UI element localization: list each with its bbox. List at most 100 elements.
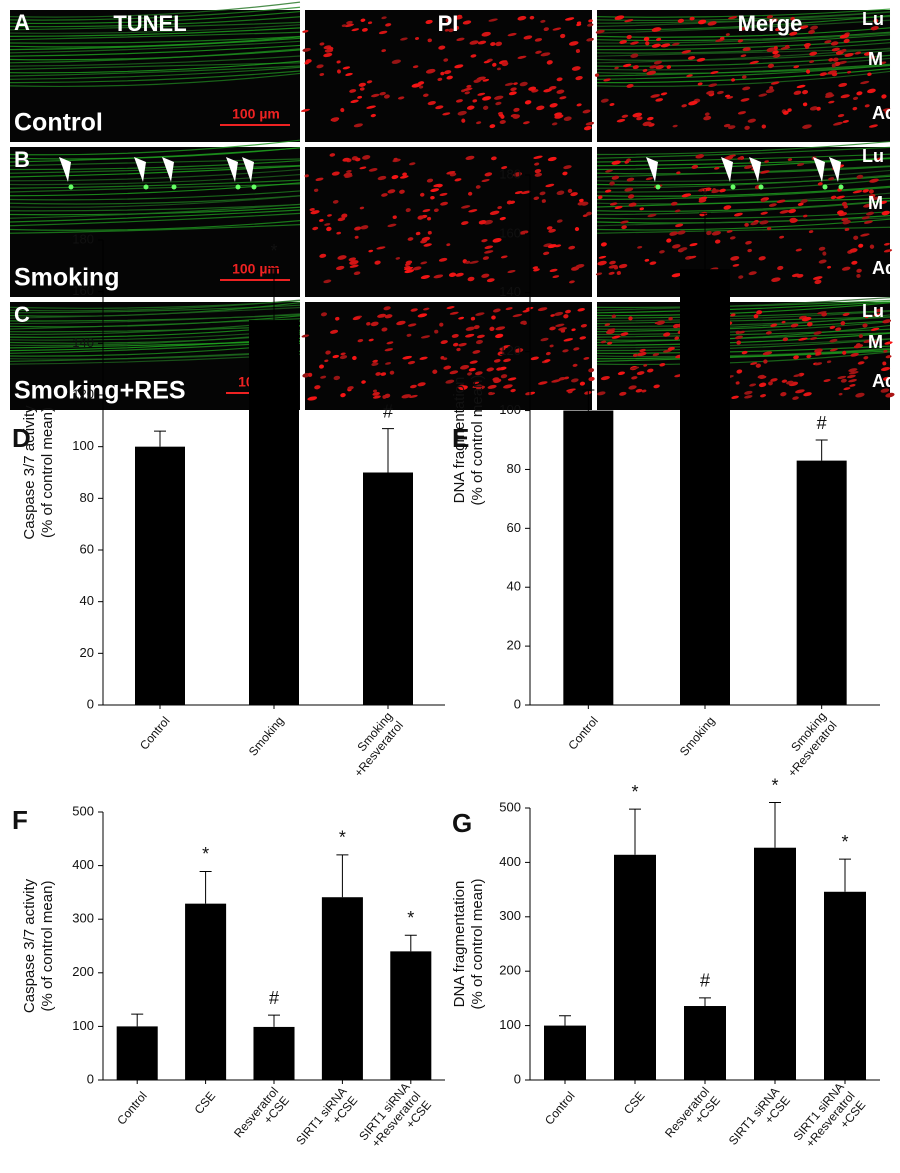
nucleus: [706, 90, 715, 95]
error-bar: [199, 870, 212, 904]
nucleus: [443, 357, 448, 361]
nucleus: [600, 340, 607, 344]
nucleus: [475, 185, 481, 189]
fiber: [9, 139, 301, 156]
nucleus: [404, 269, 415, 274]
nucleus: [332, 354, 340, 359]
y-tick-label: 120: [72, 386, 94, 401]
nucleus: [501, 345, 511, 349]
nucleus: [378, 30, 388, 35]
nucleus: [505, 307, 513, 311]
nucleus: [782, 110, 789, 115]
annotation: *: [841, 832, 848, 852]
nucleus: [771, 277, 781, 283]
nucleus: [492, 377, 500, 382]
nucleus: [884, 341, 893, 345]
nucleus: [555, 323, 565, 327]
nucleus: [523, 35, 533, 40]
nucleus: [836, 195, 845, 199]
fiber: [596, 328, 891, 338]
y-tick-label: 40: [507, 579, 521, 594]
nucleus: [456, 347, 461, 352]
nucleus: [577, 308, 585, 312]
nucleus: [490, 42, 496, 46]
nucleus: [668, 316, 673, 321]
bar: [116, 1026, 158, 1080]
fiber: [596, 185, 891, 197]
nucleus: [604, 323, 611, 327]
fiber: [9, 168, 301, 182]
nucleus: [508, 91, 517, 96]
nucleus: [689, 242, 698, 247]
nucleus: [787, 158, 793, 161]
nucleus: [652, 353, 660, 357]
nucleus: [475, 312, 485, 316]
nucleus: [611, 175, 620, 180]
nucleus: [481, 179, 490, 182]
nucleus: [540, 52, 551, 57]
nucleus: [761, 124, 766, 129]
nucleus: [463, 87, 473, 91]
tunel-positive: [822, 184, 828, 190]
layer-label: Lu: [862, 9, 884, 29]
nucleus: [677, 230, 686, 235]
nucleus: [714, 239, 721, 244]
nucleus: [753, 314, 759, 319]
nucleus: [646, 70, 656, 76]
nucleus: [675, 223, 684, 228]
nucleus: [460, 364, 470, 370]
nucleus: [828, 58, 834, 62]
nucleus: [336, 231, 342, 235]
nucleus: [647, 368, 654, 373]
nucleus: [470, 54, 477, 58]
nucleus: [562, 349, 569, 353]
nucleus: [588, 368, 595, 373]
fiber: [596, 14, 891, 31]
nucleus: [626, 177, 635, 182]
nucleus: [417, 382, 426, 387]
x-tick-label: Resveratrol+CSE: [662, 1084, 723, 1149]
nucleus: [337, 255, 347, 260]
nucleus: [571, 328, 576, 332]
nucleus: [314, 385, 321, 390]
nucleus: [552, 275, 560, 279]
nucleus: [787, 108, 792, 112]
bar: [563, 410, 614, 705]
fiber: [596, 165, 891, 178]
nucleus: [439, 192, 448, 196]
fiber: [596, 314, 891, 330]
micrograph: [305, 147, 592, 297]
fiber: [596, 301, 891, 314]
nucleus: [876, 157, 883, 162]
nucleus: [697, 19, 707, 25]
nucleus: [575, 264, 585, 269]
nucleus: [765, 331, 772, 335]
nucleus: [587, 23, 594, 27]
x-tick-label-line: Smoking: [246, 714, 287, 759]
y-tick-label: 0: [87, 696, 94, 711]
nucleus: [762, 351, 773, 356]
nucleus: [354, 235, 359, 239]
nucleus: [773, 45, 778, 50]
nucleus: [869, 244, 875, 249]
y-tick-label: 80: [507, 461, 521, 476]
nucleus: [467, 191, 473, 196]
nucleus: [759, 220, 769, 225]
nucleus: [842, 312, 850, 317]
nucleus: [583, 357, 590, 360]
fiber: [9, 299, 301, 312]
tunel-positive: [68, 184, 74, 190]
nucleus: [676, 171, 681, 175]
nucleus: [547, 244, 557, 249]
nucleus: [614, 15, 625, 20]
nucleus: [539, 191, 546, 196]
nucleus: [366, 80, 373, 84]
nucleus: [759, 375, 767, 379]
nucleus: [380, 372, 387, 376]
nucleus: [882, 319, 892, 324]
nucleus: [574, 227, 580, 232]
nucleus: [491, 315, 496, 320]
nucleus: [324, 223, 331, 226]
fiber: [9, 72, 301, 88]
nucleus: [468, 367, 476, 372]
